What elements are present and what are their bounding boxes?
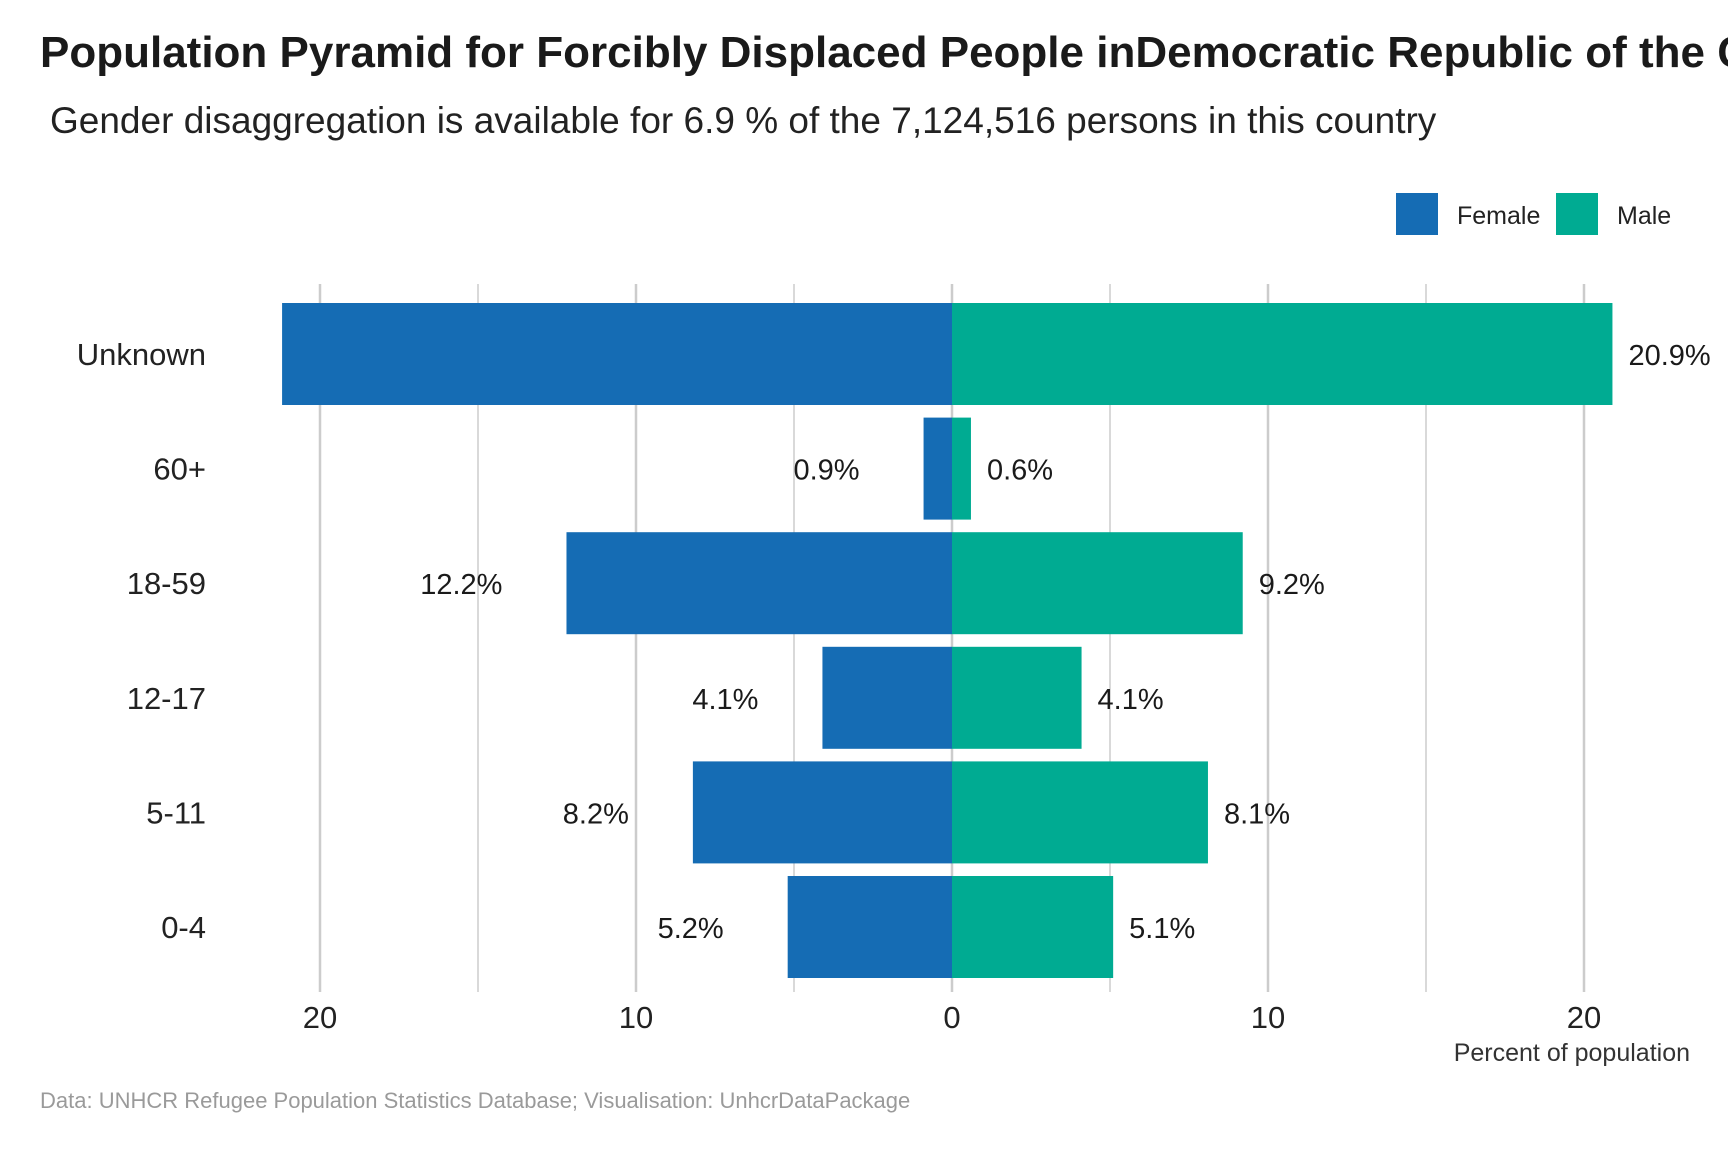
bar-male-511 — [952, 761, 1208, 864]
bar-female-511 — [692, 761, 952, 864]
data-label-male: 0.6% — [987, 455, 1053, 487]
data-label-female: 8.2% — [563, 798, 629, 830]
legend-label-male: Male — [1617, 202, 1671, 230]
chart-subtitle: Gender disaggregation is available for 6… — [50, 100, 1437, 141]
legend-swatch-male — [1556, 193, 1598, 235]
data-label-female: 4.1% — [692, 684, 758, 716]
x-tick-label: 10 — [1251, 1000, 1285, 1035]
y-tick-label: Unknown — [77, 337, 206, 372]
data-label-female: 5.2% — [658, 913, 724, 945]
data-label-female: 0.9% — [793, 455, 859, 487]
x-tick-label: 20 — [303, 1000, 337, 1035]
legend: Female Male — [1396, 193, 1671, 235]
bars — [282, 303, 1613, 978]
x-tick-label: 10 — [619, 1000, 653, 1035]
bar-female-04 — [787, 876, 952, 978]
bar-male-04 — [952, 876, 1114, 978]
bar-male-60 — [952, 417, 971, 520]
x-axis-title: Percent of population — [1454, 1039, 1690, 1067]
x-tick-label: 0 — [943, 1000, 960, 1035]
data-label-male: 5.1% — [1129, 913, 1195, 945]
bar-male-1217 — [952, 646, 1082, 749]
legend-label-female: Female — [1457, 202, 1540, 230]
data-label-male: 8.1% — [1224, 798, 1290, 830]
chart-caption: Data: UNHCR Refugee Population Statistic… — [40, 1088, 911, 1113]
y-axis-labels: Unknown 60+ 18-59 12-17 5-11 0-4 — [77, 337, 206, 945]
x-axis-tick-labels: 20 10 0 10 20 — [303, 1000, 1601, 1035]
y-tick-label: 5-11 — [146, 795, 206, 830]
bar-female-60 — [923, 417, 952, 520]
data-label-male: 9.2% — [1259, 569, 1325, 601]
data-label-male: 4.1% — [1098, 684, 1164, 716]
bar-male-1859 — [952, 532, 1243, 635]
bar-female-1217 — [822, 646, 952, 749]
y-tick-label: 0-4 — [161, 910, 206, 945]
data-label-female: 12.2% — [420, 569, 502, 601]
bar-female-1859 — [566, 532, 952, 635]
y-tick-label: 12-17 — [127, 681, 206, 716]
y-tick-label: 18-59 — [127, 566, 206, 601]
x-tick-label: 20 — [1567, 1000, 1601, 1035]
y-tick-label: 60+ — [153, 452, 206, 487]
bar-male-unknown — [952, 303, 1613, 405]
legend-swatch-female — [1396, 193, 1438, 235]
bar-female-unknown — [282, 303, 953, 405]
data-label-male: 20.9% — [1628, 340, 1710, 372]
data-labels: 20.9% 0.9% 0.6% 12.2% 9.2% 4.1% 4.1% 8.2% 8.1% 5.… — [420, 340, 1710, 945]
chart-title: Population Pyramid for Forcibly Displace… — [40, 28, 1728, 77]
